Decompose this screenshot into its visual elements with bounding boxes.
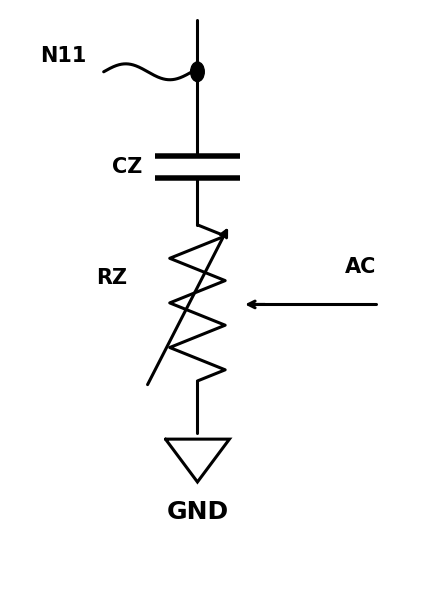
Text: AC: AC <box>345 257 376 277</box>
Circle shape <box>190 62 204 82</box>
Text: GND: GND <box>166 501 229 525</box>
Text: N11: N11 <box>40 47 87 66</box>
Text: CZ: CZ <box>112 157 142 177</box>
Text: RZ: RZ <box>96 268 127 288</box>
